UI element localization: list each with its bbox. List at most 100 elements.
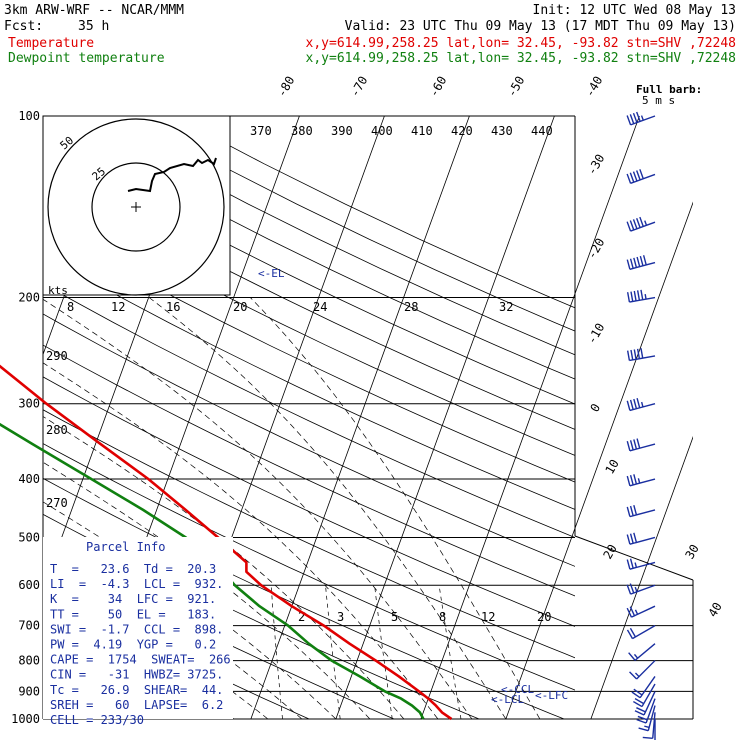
dry-adiabat <box>43 344 575 597</box>
wind-barb-flag <box>629 583 635 594</box>
wind-barb <box>626 532 656 545</box>
isotherm-label: -10 <box>584 321 607 347</box>
theta-e-label: 440 <box>531 124 553 138</box>
wind-barb-flag <box>636 111 641 122</box>
theta-side-label: 280 <box>46 423 68 437</box>
mixing-top-label: 32 <box>499 300 513 314</box>
hodograph-units: kts <box>48 284 68 297</box>
dry-adiabat <box>43 224 575 483</box>
wind-barb <box>632 683 656 708</box>
moist-adiabat <box>43 298 473 719</box>
dry-adiabat <box>43 196 575 456</box>
wind-barb-flag <box>642 736 653 739</box>
wind-barb <box>626 605 656 618</box>
isotherm-label: -50 <box>504 74 527 100</box>
wind-barb <box>626 438 656 452</box>
mixing-ratio-line <box>270 585 283 719</box>
wind-barb-flag <box>632 700 643 708</box>
wind-barb <box>626 289 656 303</box>
wind-barb-flag <box>632 112 638 123</box>
wind-barbs <box>626 111 656 740</box>
wind-barb-flag <box>636 170 641 181</box>
isotherm-line <box>590 436 693 719</box>
wind-barb <box>654 719 656 740</box>
mixing-ratio-line <box>374 585 393 719</box>
wind-barb-flag <box>636 256 641 267</box>
wind-barb-staff <box>629 443 656 452</box>
hodograph: 50 25 kts <box>42 115 231 297</box>
wind-barb-flag <box>626 534 631 545</box>
parcel-info-row: SWI = -1.7 CCL = 898. <box>50 622 223 636</box>
wind-barb-flag <box>633 688 643 696</box>
mixing-bottom-label: 5 <box>391 610 398 624</box>
wind-barb-flag <box>640 115 644 121</box>
isotherm-label: 20 <box>600 542 619 562</box>
wind-barb-flag <box>626 400 631 411</box>
wind-barb-staff <box>629 296 656 303</box>
isotherm-label: -40 <box>582 74 605 100</box>
mixing-top-label: 16 <box>166 300 180 314</box>
wind-barb <box>626 474 656 487</box>
parcel-info-rows: T = 23.6 Td = 20.3LI = -4.3 LCL = 932.K … <box>50 562 231 727</box>
wind-barb-flag <box>626 259 631 270</box>
mixing-top-label: 24 <box>313 300 327 314</box>
isotherm-line <box>335 116 555 719</box>
dry-adiabat <box>43 142 575 405</box>
mixing-bottom-label: 12 <box>481 610 495 624</box>
mixing-top-label: 20 <box>233 300 247 314</box>
wind-barb-flag <box>634 586 638 593</box>
wind-barb-flag <box>631 691 641 699</box>
wind-barb-flag <box>636 707 646 713</box>
wind-barb-flag <box>629 258 634 269</box>
dew-legend-info: x,y=614.99,258.25 lat,lon= 32.45, -93.82… <box>306 51 736 66</box>
wind-barb-flag <box>628 652 636 661</box>
wind-barb-flag <box>626 350 631 361</box>
lcl-annotation: <-LCL <box>491 693 524 706</box>
isobar-label-200: 200 <box>18 291 40 305</box>
wind-barb-flag <box>644 294 647 300</box>
parcel-info-box: Parcel Info T = 23.6 Td = 20.3LI = -4.3 … <box>43 537 233 727</box>
isotherm-label: -60 <box>426 74 449 100</box>
mixing-top-label: 28 <box>404 300 418 314</box>
wind-barb-staff <box>631 605 656 618</box>
lfc-annotation: <-LFC <box>535 689 568 702</box>
wind-barb-flag <box>629 627 637 638</box>
dry-adiabat <box>43 283 575 538</box>
wind-barb-flag <box>626 607 633 618</box>
wind-barb-flag <box>630 349 634 361</box>
wind-barb <box>626 505 656 518</box>
wind-barb-flag <box>629 558 634 569</box>
wind-barb-flag <box>633 505 638 516</box>
mixing-ratio-line <box>325 585 341 719</box>
wind-barb <box>626 348 656 362</box>
fcst-value: 35 h <box>78 19 109 34</box>
wind-barb-flag <box>626 440 631 451</box>
wind-barb <box>634 691 656 716</box>
isobar-label-900: 900 <box>18 684 40 698</box>
wind-barb <box>629 660 656 680</box>
wind-barb-flag <box>636 397 641 408</box>
wind-barb-flag <box>644 220 648 226</box>
mixing-bottom-label: 3 <box>337 610 344 624</box>
wind-barb-flag <box>626 559 631 570</box>
isotherm-label: 0 <box>587 401 603 414</box>
wind-barb-flag <box>633 474 638 485</box>
dry-adiabat <box>43 376 575 627</box>
wind-barb <box>626 558 656 570</box>
fcst-label: Fcst: <box>4 19 43 34</box>
isotherm-line <box>250 116 470 719</box>
wind-barb-flag <box>634 609 639 615</box>
wind-barb-staff <box>629 478 656 487</box>
wind-barb-flag <box>634 672 640 678</box>
wind-barb-flag <box>636 348 641 359</box>
wind-barb-flag <box>626 584 632 595</box>
dry-adiabat <box>43 116 575 380</box>
dry-adiabat <box>43 313 575 567</box>
wind-barb-flag <box>629 399 634 410</box>
wind-barb-staff <box>636 660 656 680</box>
wind-barb-staff <box>647 705 656 731</box>
hodograph-trace <box>127 157 217 193</box>
wind-barb-staff <box>629 509 656 518</box>
wind-barb-flag <box>633 398 638 409</box>
